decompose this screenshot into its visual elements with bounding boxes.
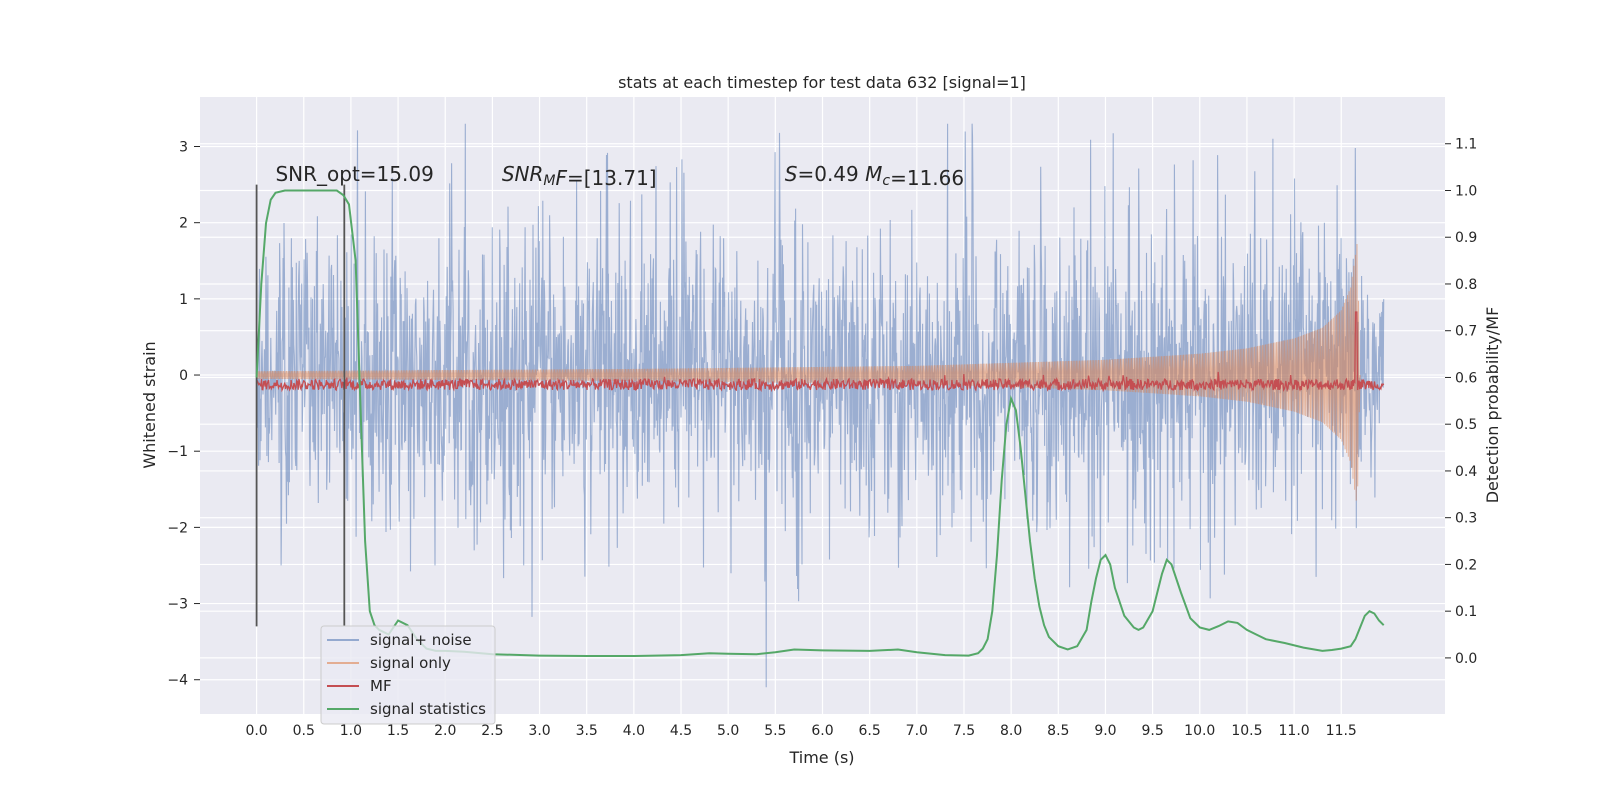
annotation-part: =11.66 [890,166,964,190]
legend-label-signal-only: signal only [370,654,451,672]
y2-tick-label: 0.6 [1455,370,1477,386]
y-tick-label: 3 [179,140,188,156]
annotation-part: =[13.71] [567,166,657,190]
annotation-part: SNR_opt=15.09 [275,162,433,186]
x-tick-label: 7.0 [906,723,928,739]
annotation-part: S [785,162,798,186]
x-tick-label: 2.0 [434,723,456,739]
y2-tick-label: 1.1 [1455,137,1477,153]
y-tick-label: −2 [167,520,188,536]
legend-label-mf: MF [370,677,392,695]
x-tick-label: 7.5 [953,723,975,739]
annotation-part: F [555,166,567,190]
y-tick-label: 0 [179,368,188,384]
x-tick-label: 9.0 [1094,723,1116,739]
x-tick-label: 9.5 [1141,723,1163,739]
annotation-3: S=0.49 Mc=11.66 [785,162,964,190]
legend-label-signal-noise: signal+ noise [370,631,472,649]
annotation-2: SNRMF=[13.71] [502,162,657,190]
x-tick-label: 5.5 [764,723,786,739]
y2-tick-label: 0.8 [1455,277,1477,293]
legend: signal+ noise signal only MF signal stat… [320,625,496,725]
y2-tick-label: 0.2 [1455,557,1477,573]
x-tick-label: 1.5 [387,723,409,739]
x-tick-label: 11.5 [1326,723,1357,739]
annotation-part: c [882,173,890,189]
x-tick-label: 1.0 [340,723,362,739]
x-axis-label: Time (s) [788,748,854,767]
chart-title: stats at each timestep for test data 632… [618,73,1026,92]
annotation-part: M [543,173,555,189]
x-tick-label: 0.5 [293,723,315,739]
series-mf [256,311,1385,393]
x-tick-label: 4.0 [623,723,645,739]
y2-tick-label: 0.0 [1455,651,1477,667]
annotations: SNR_opt=15.09 SNRMF=[13.71] S=0.49 Mc=11.6… [275,162,964,190]
x-tick-label: 6.5 [859,723,881,739]
x-tick-label: 6.0 [811,723,833,739]
y-axis-label: Whitened strain [140,341,159,468]
y2-tick-label: 0.3 [1455,511,1477,527]
x-tick-label: 4.5 [670,723,692,739]
x-tick-label: 3.0 [528,723,550,739]
x-tick-label: 10.5 [1231,723,1262,739]
y-tick-label: 1 [179,292,188,308]
x-axis-ticks: 0.0 0.5 1.0 1.5 2.0 2.5 3.0 3.5 4.0 4.5 5.0 5.5 6.0 6… [245,723,1356,739]
annotation-1: SNR_opt=15.09 [275,162,433,186]
y2-tick-label: 0.1 [1455,604,1477,620]
annotation-part: =0.49 [797,162,865,186]
x-tick-label: 11.0 [1279,723,1310,739]
y2-tick-label: 0.4 [1455,464,1477,480]
x-tick-label: 8.5 [1047,723,1069,739]
x-tick-label: 3.5 [576,723,598,739]
x-tick-label: 2.5 [481,723,503,739]
x-tick-label: 10.0 [1184,723,1215,739]
y-tick-label: −3 [167,597,188,613]
y2-tick-label: 0.9 [1455,230,1477,246]
x-tick-label: 8.0 [1000,723,1022,739]
legend-box [320,625,496,725]
y-tick-label: −1 [167,444,188,460]
x-tick-label: 0.0 [245,723,267,739]
y-axis-ticks: 3 2 1 0 −1 −2 −3 −4 [167,140,200,689]
y2-tick-label: 0.7 [1455,324,1477,340]
y-tick-label: −4 [167,673,188,689]
annotation-part: SNR [502,162,544,186]
x-tick-label: 5.0 [717,723,739,739]
series-signal-only [256,243,1361,501]
y2-tick-label: 0.5 [1455,417,1477,433]
y2-axis-ticks: 1.1 1.0 0.9 0.8 0.7 0.6 0.5 0.4 0.3 0.2 0.1 0.0 [1445,137,1477,667]
y2-axis-label: Detection probability/MF [1483,307,1502,504]
legend-label-signal-statistics: signal statistics [370,700,486,718]
annotation-part: M [865,162,882,186]
y2-tick-label: 1.0 [1455,183,1477,199]
y-tick-label: 2 [179,216,188,232]
